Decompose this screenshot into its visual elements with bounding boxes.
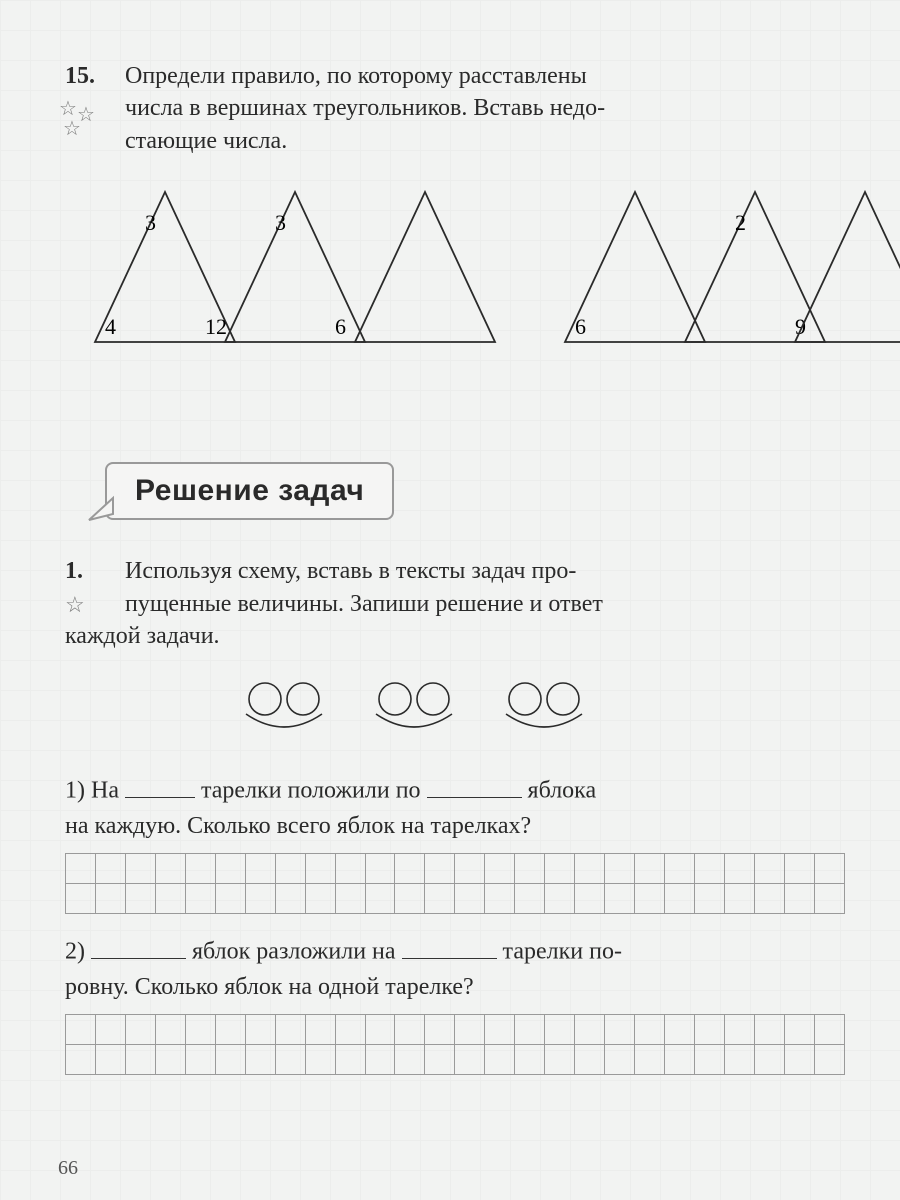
text: На (91, 778, 119, 804)
text: на каждую. Сколько всего яблок на тарелк… (65, 813, 531, 839)
text-line: стающие числа. (125, 128, 287, 154)
exercise-15-number: 15. (65, 63, 95, 89)
exercise-1: 1. ☆ Используя схему, вставь в тексты за… (65, 555, 845, 1075)
svg-text:3: 3 (275, 210, 286, 235)
triangles-svg: 3412366293 (65, 182, 900, 362)
fill-blank[interactable] (402, 932, 497, 958)
fill-blank[interactable] (427, 771, 522, 797)
svg-text:6: 6 (575, 314, 586, 339)
text: тарелки положили по (201, 778, 421, 804)
subproblem-2: 2) яблок разложили на тарелки по- ровну.… (65, 932, 845, 1004)
schema-svg (225, 674, 685, 744)
exercise-15-text: 15. ☆ ☆ ☆ Определи правило, по которому … (65, 60, 845, 157)
svg-text:2: 2 (735, 210, 746, 235)
page-number: 66 (58, 1157, 78, 1180)
svg-text:6: 6 (335, 314, 346, 339)
text: яблока (528, 778, 597, 804)
exercise-1-number: 1. (65, 558, 83, 584)
text-line: Определи правило, по которому расставлен… (125, 63, 587, 89)
triangles-figure: 3412366293 (65, 182, 845, 367)
text: яблок разложили на (192, 939, 396, 965)
answer-grid[interactable] (65, 853, 845, 914)
svg-text:3: 3 (145, 210, 156, 235)
text: тарелки по- (503, 939, 622, 965)
star-icon: ☆ (65, 590, 85, 620)
text-line: Используя схему, вставь в тексты задач п… (125, 558, 576, 584)
speech-tail-icon (85, 494, 115, 524)
subproblem-number: 1) (65, 778, 85, 804)
star-icon: ☆ (63, 116, 81, 143)
exercise-1-text: 1. ☆ Используя схему, вставь в тексты за… (65, 555, 845, 652)
text-line: каждой задачи. (65, 620, 845, 652)
text: ровну. Сколько яблок на одной тарелке? (65, 974, 474, 1000)
section-heading: Решение задач (105, 462, 394, 520)
fill-blank[interactable] (125, 771, 195, 797)
svg-text:9: 9 (795, 314, 806, 339)
subproblem-1: 1) На тарелки положили по яблока на кажд… (65, 771, 845, 843)
section-heading-text: Решение задач (135, 474, 364, 507)
subproblem-number: 2) (65, 939, 85, 965)
svg-text:12: 12 (205, 314, 227, 339)
fill-blank[interactable] (91, 932, 186, 958)
apples-schema (65, 674, 845, 749)
text-line: числа в вершинах треугольников. Вставь н… (125, 95, 605, 121)
answer-grid[interactable] (65, 1014, 845, 1075)
text-line: пущенные величины. Запиши решение и отве… (125, 591, 603, 617)
difficulty-stars: ☆ ☆ ☆ (59, 96, 109, 146)
exercise-15: 15. ☆ ☆ ☆ Определи правило, по которому … (65, 60, 845, 367)
svg-text:4: 4 (105, 314, 116, 339)
